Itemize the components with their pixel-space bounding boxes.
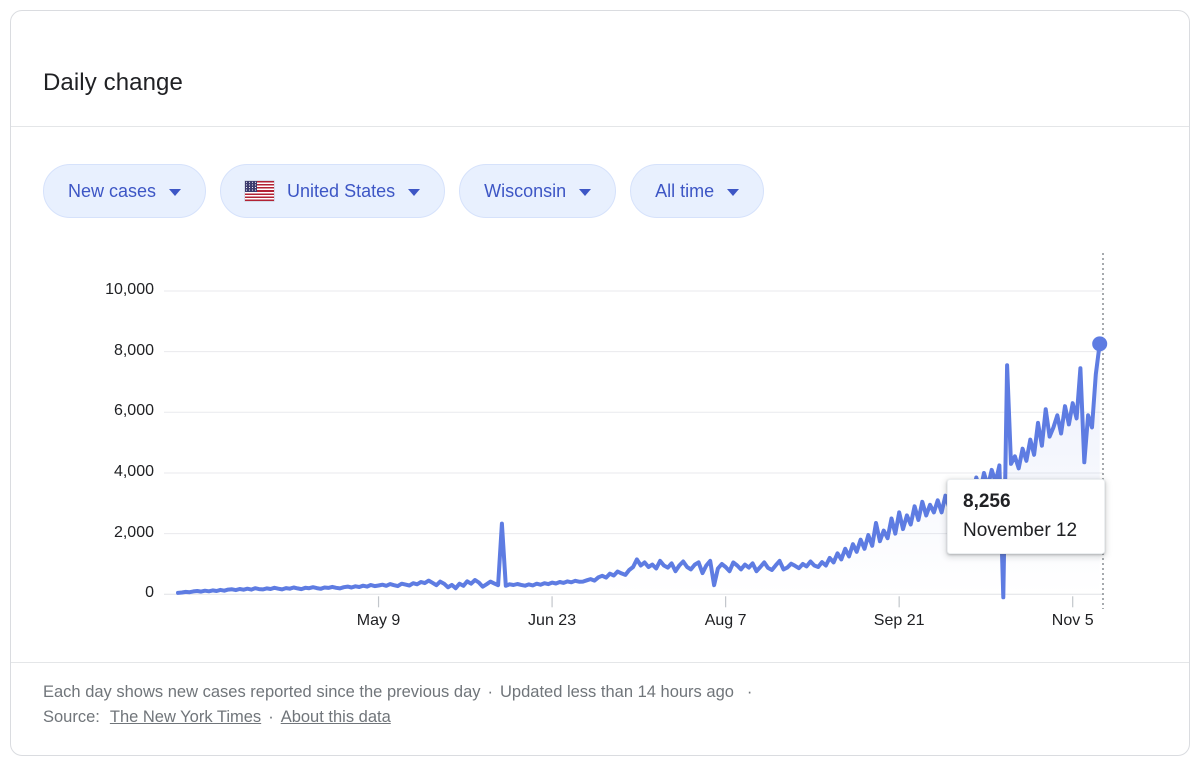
source-link[interactable]: The New York Times bbox=[109, 708, 262, 726]
daily-change-card: Daily change New cases United States Wis… bbox=[10, 10, 1190, 756]
us-flag-icon bbox=[245, 181, 275, 201]
region-filter-label: Wisconsin bbox=[484, 180, 567, 201]
dot-separator: · bbox=[268, 708, 274, 726]
card-header: Daily change bbox=[11, 11, 1189, 127]
y-axis-label: 2,000 bbox=[113, 523, 154, 541]
region-filter-chip[interactable]: Wisconsin bbox=[459, 164, 617, 218]
page-title: Daily change bbox=[43, 69, 183, 96]
x-axis-label: Sep 21 bbox=[873, 612, 925, 629]
footer-line2: Source: The New York Times · About this dat… bbox=[43, 705, 1157, 730]
country-filter-label: United States bbox=[287, 180, 396, 201]
y-axis-label: 8,000 bbox=[113, 341, 154, 359]
chevron-down-icon bbox=[727, 188, 740, 196]
country-filter-chip[interactable]: United States bbox=[220, 164, 446, 218]
footer-updated: Updated less than 14 hours ago bbox=[500, 683, 734, 701]
highlight-point-marker bbox=[1092, 336, 1108, 352]
chevron-down-icon bbox=[408, 188, 421, 196]
y-axis-label: 4,000 bbox=[113, 462, 154, 480]
time-filter-label: All time bbox=[655, 180, 715, 201]
chevron-down-icon bbox=[169, 188, 182, 196]
metric-filter-label: New cases bbox=[68, 180, 157, 201]
chart-area[interactable]: 0 2,000 4,000 6,000 8,000 10,000 May 9 Jun 23 Au… bbox=[11, 11, 1189, 755]
time-filter-chip[interactable]: All time bbox=[630, 164, 765, 218]
x-axis-label: Jun 23 bbox=[528, 612, 577, 629]
line-chart bbox=[164, 253, 1108, 609]
footer-line1: Each day shows new cases reported since … bbox=[43, 680, 1157, 705]
metric-filter-chip[interactable]: New cases bbox=[43, 164, 207, 218]
footer-description: Each day shows new cases reported since … bbox=[43, 683, 481, 701]
dot-separator: · bbox=[746, 683, 753, 701]
area-fill bbox=[178, 343, 1100, 598]
card-footer: Each day shows new cases reported since … bbox=[11, 662, 1189, 730]
y-axis-label: 0 bbox=[145, 584, 154, 602]
dot-separator: · bbox=[487, 683, 494, 701]
x-axis-label: Aug 7 bbox=[704, 612, 747, 629]
filter-chips: New cases United States Wisconsin All ti… bbox=[43, 164, 765, 218]
about-data-link[interactable]: About this data bbox=[280, 708, 391, 726]
y-axis-label: 10,000 bbox=[105, 280, 154, 298]
tooltip-value: 8,256 bbox=[963, 491, 1011, 512]
tooltip-date: November 12 bbox=[963, 520, 1078, 541]
chart-tooltip: 8,256 November 12 bbox=[947, 479, 1105, 554]
data-line bbox=[176, 341, 1102, 600]
source-label: Source: bbox=[43, 708, 100, 726]
x-axis-label: Nov 5 bbox=[1051, 612, 1094, 629]
x-axis-label: May 9 bbox=[356, 612, 401, 629]
y-axis-label: 6,000 bbox=[113, 402, 154, 420]
chevron-down-icon bbox=[579, 188, 592, 196]
